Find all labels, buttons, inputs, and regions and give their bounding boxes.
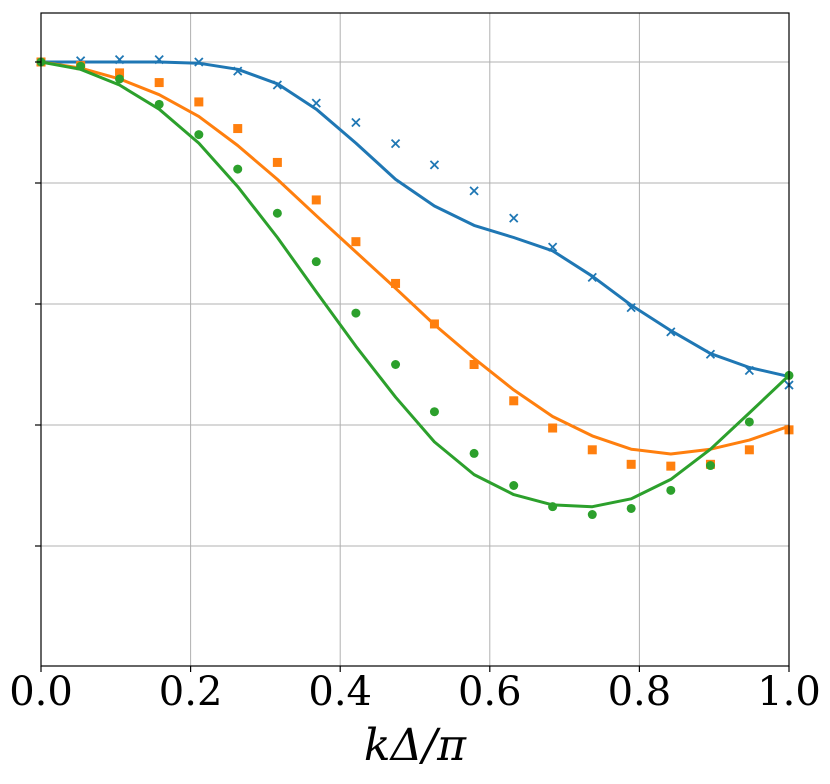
x-marker — [194, 57, 204, 67]
x-marker-stroke — [429, 160, 440, 170]
x-marker-stroke — [272, 80, 283, 90]
square-marker — [311, 195, 321, 205]
x-marker — [311, 98, 321, 108]
square-marker — [429, 319, 439, 329]
square-marker — [233, 124, 243, 134]
circle-marker — [469, 448, 479, 458]
circle-marker — [391, 360, 401, 369]
square-marker — [548, 423, 558, 433]
x-marker-stroke — [233, 66, 243, 76]
x-marker-stroke — [587, 272, 597, 283]
x-marker — [666, 327, 676, 337]
series-line — [40, 60, 790, 456]
square-marker — [272, 157, 282, 167]
x-marker-stroke — [194, 57, 204, 67]
x-marker — [469, 186, 479, 196]
x-tick-label: 0.8 — [608, 669, 672, 715]
x-marker-stroke — [351, 117, 361, 128]
circle-marker — [154, 99, 164, 109]
square-marker — [587, 445, 597, 455]
circle-marker — [272, 208, 282, 218]
grid-lines — [40, 13, 790, 666]
x-marker — [429, 160, 440, 170]
circle-marker — [587, 510, 597, 520]
axis-ticks: 0.0 0.2 0.4 0.6 0.8 1.0 — [9, 61, 821, 715]
x-marker — [626, 302, 636, 313]
x-marker-stroke — [705, 349, 716, 359]
x-tick-label: 0.0 — [9, 669, 73, 715]
x-marker-stroke — [509, 213, 519, 223]
circle-marker — [509, 481, 519, 490]
square-marker — [744, 445, 754, 455]
square-marker — [351, 237, 361, 247]
circle-marker — [194, 130, 204, 140]
x-axis-label: kΔ/π — [364, 720, 467, 771]
x-marker-stroke — [154, 54, 164, 65]
x-tick-label: 0.6 — [458, 669, 522, 715]
circle-marker — [666, 485, 676, 495]
circle-marker — [705, 461, 715, 471]
x-marker-stroke — [114, 54, 125, 65]
circle-marker — [429, 407, 439, 417]
square-marker — [626, 459, 636, 469]
square-marker — [469, 360, 479, 369]
circle-marker — [76, 61, 86, 71]
square-marker — [194, 97, 204, 107]
x-tick-label: 0.2 — [159, 669, 223, 715]
x-marker — [272, 80, 283, 90]
circle-marker — [233, 164, 243, 174]
x-marker — [744, 365, 754, 376]
circle-marker — [548, 502, 558, 512]
circle-marker — [744, 417, 754, 427]
x-marker-stroke — [311, 98, 321, 108]
x-marker — [114, 54, 125, 65]
x-marker — [547, 242, 558, 252]
x-marker-stroke — [666, 327, 676, 337]
x-marker — [154, 54, 164, 65]
x-marker-stroke — [390, 139, 401, 149]
series-line — [40, 60, 791, 509]
circle-marker — [311, 257, 321, 267]
series-line — [41, 60, 790, 379]
square-marker — [115, 68, 125, 78]
x-marker — [351, 117, 361, 128]
plot-frame — [40, 12, 790, 667]
x-marker-stroke — [469, 186, 479, 196]
x-tick-label: 0.4 — [308, 669, 372, 715]
x-tick-label: 1.0 — [757, 669, 821, 715]
x-marker — [390, 139, 401, 149]
circle-marker — [626, 503, 636, 513]
x-marker-stroke — [547, 242, 558, 252]
plot-series — [36, 54, 794, 520]
circle-marker — [115, 74, 125, 84]
x-marker — [587, 272, 597, 283]
square-marker — [509, 396, 519, 406]
x-marker — [705, 349, 716, 359]
x-marker — [233, 66, 243, 76]
square-marker — [154, 78, 164, 88]
circle-marker — [351, 308, 361, 318]
x-marker-stroke — [744, 365, 754, 376]
square-marker — [391, 278, 401, 288]
x-marker — [509, 213, 519, 223]
square-marker — [666, 461, 676, 471]
x-marker-stroke — [626, 302, 636, 313]
